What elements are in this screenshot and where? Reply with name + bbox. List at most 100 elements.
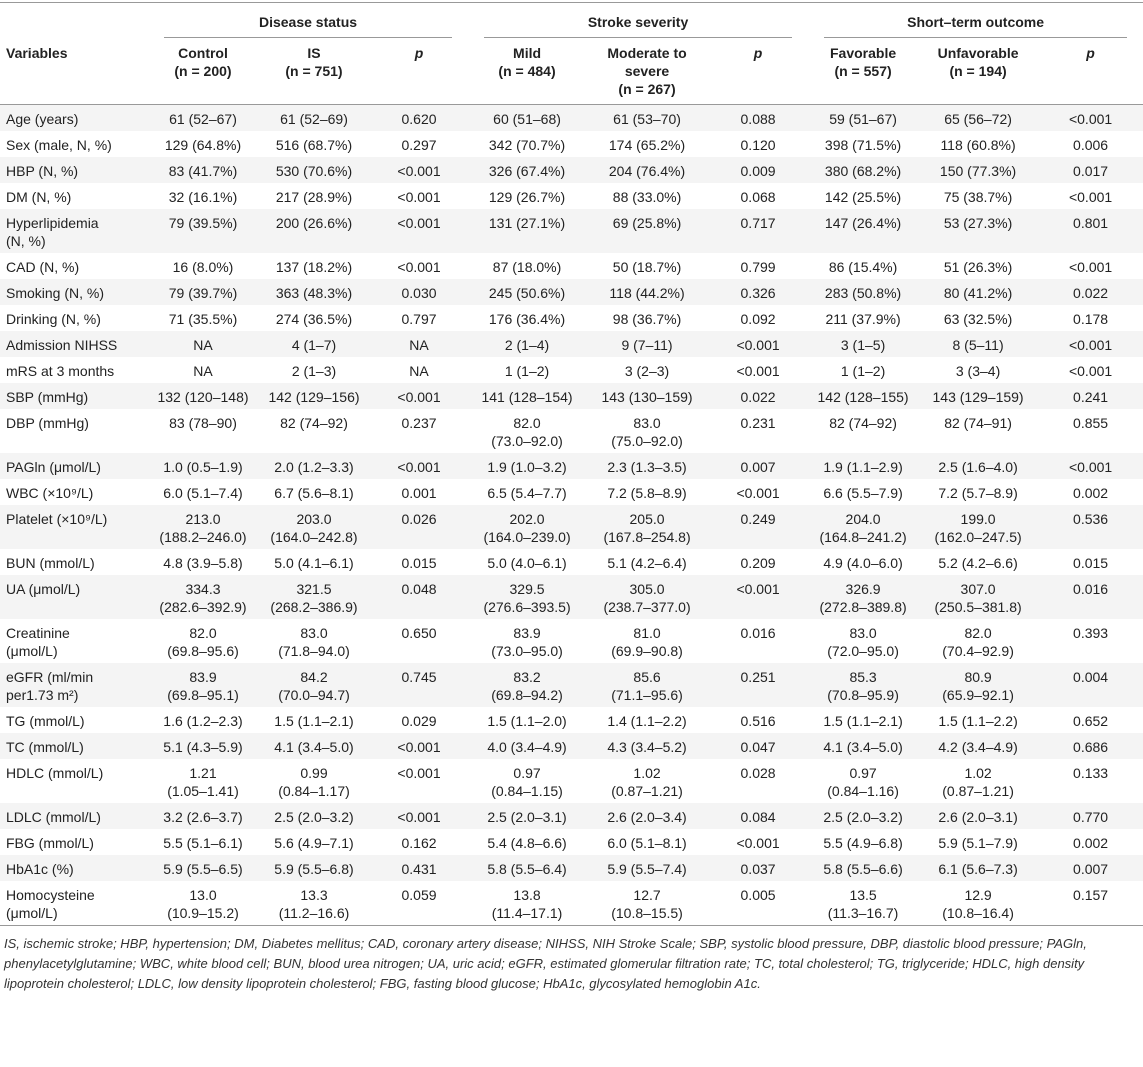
cell: 1.0 (0.5–1.9)	[163, 459, 243, 475]
cell: 3 (3–4)	[955, 363, 1001, 379]
cell: 0.650	[401, 625, 437, 641]
cell: 2.5 (2.0–3.2)	[823, 809, 903, 825]
cell: 0.037	[740, 861, 776, 877]
cell: 51 (26.3%)	[943, 259, 1013, 275]
cell-line: 12.7	[633, 887, 661, 903]
cell-line: 205.0	[629, 511, 665, 527]
cell-line: (71.1–95.6)	[611, 687, 683, 703]
cell: <0.001	[1068, 337, 1113, 353]
cell: 5.2 (4.2–6.6)	[938, 555, 1018, 571]
cell: 79 (39.7%)	[168, 285, 238, 301]
cell: <0.001	[1068, 189, 1113, 205]
cell: 200 (26.6%)	[275, 215, 353, 231]
cell: 61 (52–67)	[169, 111, 237, 127]
cell: <0.001	[1068, 259, 1113, 275]
row-label: SBP (mmHg)	[6, 389, 89, 405]
cell-line: Hyperlipidemia	[6, 215, 99, 231]
table-row: SBP (mmHg) 132 (120–148) 142 (129–156) <0.0…	[0, 383, 1143, 409]
cell: 204.0 (164.8–241.2)	[808, 505, 918, 549]
cell: 13.5 (11.3–16.7)	[808, 881, 919, 926]
cell: 83.0 (72.0–95.0)	[808, 619, 918, 663]
row-label: Hyperlipidemia (N, %)	[0, 209, 148, 253]
row-label: eGFR (ml/min per1.73 m²)	[0, 663, 148, 707]
cell-line: (164.0–242.8)	[270, 529, 358, 545]
cell: 4.3 (3.4–5.2)	[607, 739, 687, 755]
cell: 80.9 (65.9–92.1)	[918, 663, 1038, 707]
cell: 65 (56–72)	[944, 111, 1012, 127]
cell-line: (73.0–92.0)	[491, 433, 563, 449]
cell-line: (μmol/L)	[6, 905, 58, 921]
cell-line: (70.0–94.7)	[278, 687, 350, 703]
cell-line: (70.8–95.9)	[827, 687, 899, 703]
cell: 0.326	[740, 285, 776, 301]
cell: 213.0 (188.2–246.0)	[148, 505, 258, 549]
cell: 342 (70.7%)	[488, 137, 566, 153]
cell: 2.5 (2.0–3.1)	[487, 809, 567, 825]
cell-line: 0.97	[849, 765, 877, 781]
cell: <0.001	[1068, 363, 1113, 379]
cell-line: 0.97	[513, 765, 541, 781]
cell-line: (n = 751)	[285, 63, 343, 79]
group-title: Disease status	[164, 13, 453, 38]
cell: 307.0 (250.5–381.8)	[918, 575, 1038, 619]
cell: 84.2 (70.0–94.7)	[258, 663, 370, 707]
cell: 53 (27.3%)	[943, 215, 1013, 231]
cell: 147 (26.4%)	[824, 215, 902, 231]
cell: 86 (15.4%)	[828, 259, 898, 275]
cell-line: 83.0	[633, 415, 661, 431]
cell: 2 (1–3)	[291, 363, 337, 379]
cell: 4.1 (3.4–5.0)	[274, 739, 354, 755]
group-header: Disease status	[148, 2, 469, 41]
cell: 0.092	[740, 311, 776, 327]
cell: 0.030	[401, 285, 437, 301]
cell: 5.1 (4.3–5.9)	[163, 739, 243, 755]
cell: 118 (60.8%)	[940, 137, 1016, 153]
cell: 5.9 (5.5–6.5)	[163, 861, 243, 877]
row-label: UA (μmol/L)	[6, 581, 81, 597]
cell: 32 (16.1%)	[168, 189, 238, 205]
cell-line: (11.3–16.7)	[827, 905, 899, 921]
group-title: Short–term outcome	[824, 13, 1128, 38]
cell: 1.9 (1.1–2.9)	[823, 459, 903, 475]
cell: <0.001	[736, 485, 780, 501]
table-row: DM (N, %) 32 (16.1%) 217 (28.9%) <0.001 129 …	[0, 183, 1143, 209]
cell: 60 (51–68)	[493, 111, 561, 127]
table-row: Admission NIHSS NA 4 (1–7) NA 2 (1–4) 9 (7–11…	[0, 331, 1143, 357]
cell: 1.5 (1.1–2.0)	[487, 713, 567, 729]
cell: 0.015	[401, 555, 437, 571]
cell-line: (238.7–377.0)	[603, 599, 691, 615]
cell: 0.99 (0.84–1.17)	[258, 759, 370, 803]
cell: 0.431	[401, 861, 437, 877]
cell-line: 80.9	[964, 669, 992, 685]
cell: 0.393	[1073, 625, 1109, 641]
cell: 87 (18.0%)	[492, 259, 562, 275]
cell: 203.0 (164.0–242.8)	[258, 505, 370, 549]
cell: 0.251	[740, 669, 776, 685]
cell-line: 326.9	[845, 581, 881, 597]
cell-line: p	[1086, 45, 1095, 61]
cell: <0.001	[736, 363, 780, 379]
cell: 131 (27.1%)	[488, 215, 566, 231]
cell-line: Favorable	[829, 45, 897, 61]
cell: 129 (26.7%)	[488, 189, 566, 205]
cell: 0.797	[401, 311, 437, 327]
row-label: HBP (N, %)	[6, 163, 79, 179]
cell-line: 305.0	[629, 581, 665, 597]
row-label: PAGln (μmol/L)	[6, 459, 101, 475]
cell: 0.97 (0.84–1.16)	[808, 759, 918, 803]
cell-line: (73.0–95.0)	[491, 643, 563, 659]
cell-line: p	[753, 45, 763, 61]
cell: 1 (1–2)	[840, 363, 886, 379]
cell: 5.0 (4.1–6.1)	[274, 555, 354, 571]
cell: 2.5 (1.6–4.0)	[938, 459, 1018, 475]
table-row: CAD (N, %) 16 (8.0%) 137 (18.2%) <0.001 87 (…	[0, 253, 1143, 279]
table-row: FBG (mmol/L) 5.5 (5.1–6.1) 5.6 (4.9–7.1) 0.…	[0, 829, 1143, 855]
cell: 1.21 (1.05–1.41)	[148, 759, 258, 803]
cell-line: (276.6–393.5)	[483, 599, 571, 615]
cell: <0.001	[736, 581, 780, 597]
cell: 4.2 (3.4–4.9)	[938, 739, 1018, 755]
cell: 0.048	[401, 581, 437, 597]
table-row: HDLC (mmol/L) 1.21 (1.05–1.41) 0.99 (0.84–1.…	[0, 759, 1143, 803]
cell: 204 (76.4%)	[608, 163, 686, 179]
